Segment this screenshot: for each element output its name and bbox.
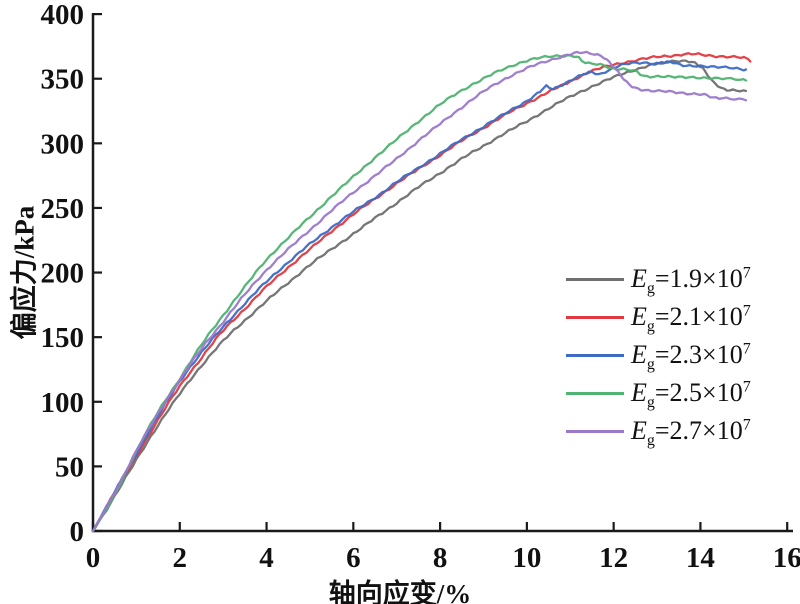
legend-swatch [566,315,624,319]
legend-label: Eg=2.7×107 [631,416,751,450]
x-tick-label: 14 [686,542,715,574]
y-tick-label: 50 [55,451,84,483]
x-axis-title: 轴向应变/% [328,579,472,604]
x-tick-label: 6 [346,542,361,574]
x-tick-label: 4 [259,542,274,574]
legend-item: Eg=1.9×107 [566,260,751,298]
legend-item: Eg=2.7×107 [566,412,751,450]
legend-item: Eg=2.5×107 [566,374,751,412]
legend-label: Eg=1.9×107 [631,264,751,298]
legend-item: Eg=2.3×107 [566,336,751,374]
series-line-1.910 [91,59,748,533]
x-tick-label: 10 [512,542,541,574]
y-tick-label: 200 [41,258,85,290]
legend-swatch [566,277,624,281]
legend: Eg=1.9×107 Eg=2.1×107 Eg=2.3×107 Eg=2.5×107… [566,260,751,450]
y-tick-label: 350 [41,64,85,96]
y-tick-label: 300 [41,128,85,160]
legend-label: Eg=2.1×107 [631,302,751,336]
y-axis-title: 偏应力/kPa [9,205,40,340]
x-tick-label: 12 [599,542,628,574]
legend-swatch [566,429,624,433]
series-line-2.110 [91,52,752,533]
series-line-2.710 [91,50,748,533]
series-line-2.310 [91,60,748,533]
y-tick-label: 400 [41,0,85,31]
y-tick-label: 0 [70,516,85,548]
y-tick-label: 150 [41,322,85,354]
y-tick-label: 100 [41,387,85,419]
x-tick-label: 2 [173,542,188,574]
x-tick-label: 16 [773,542,800,574]
y-tick-label: 250 [41,193,85,225]
legend-item: Eg=2.1×107 [566,298,751,336]
legend-label: Eg=2.5×107 [631,378,751,412]
x-tick-label: 0 [86,542,101,574]
series-line-2.510 [91,54,748,533]
legend-label: Eg=2.3×107 [631,340,751,374]
legend-swatch [566,353,624,357]
x-tick-label: 8 [433,542,448,574]
legend-swatch [566,391,624,395]
